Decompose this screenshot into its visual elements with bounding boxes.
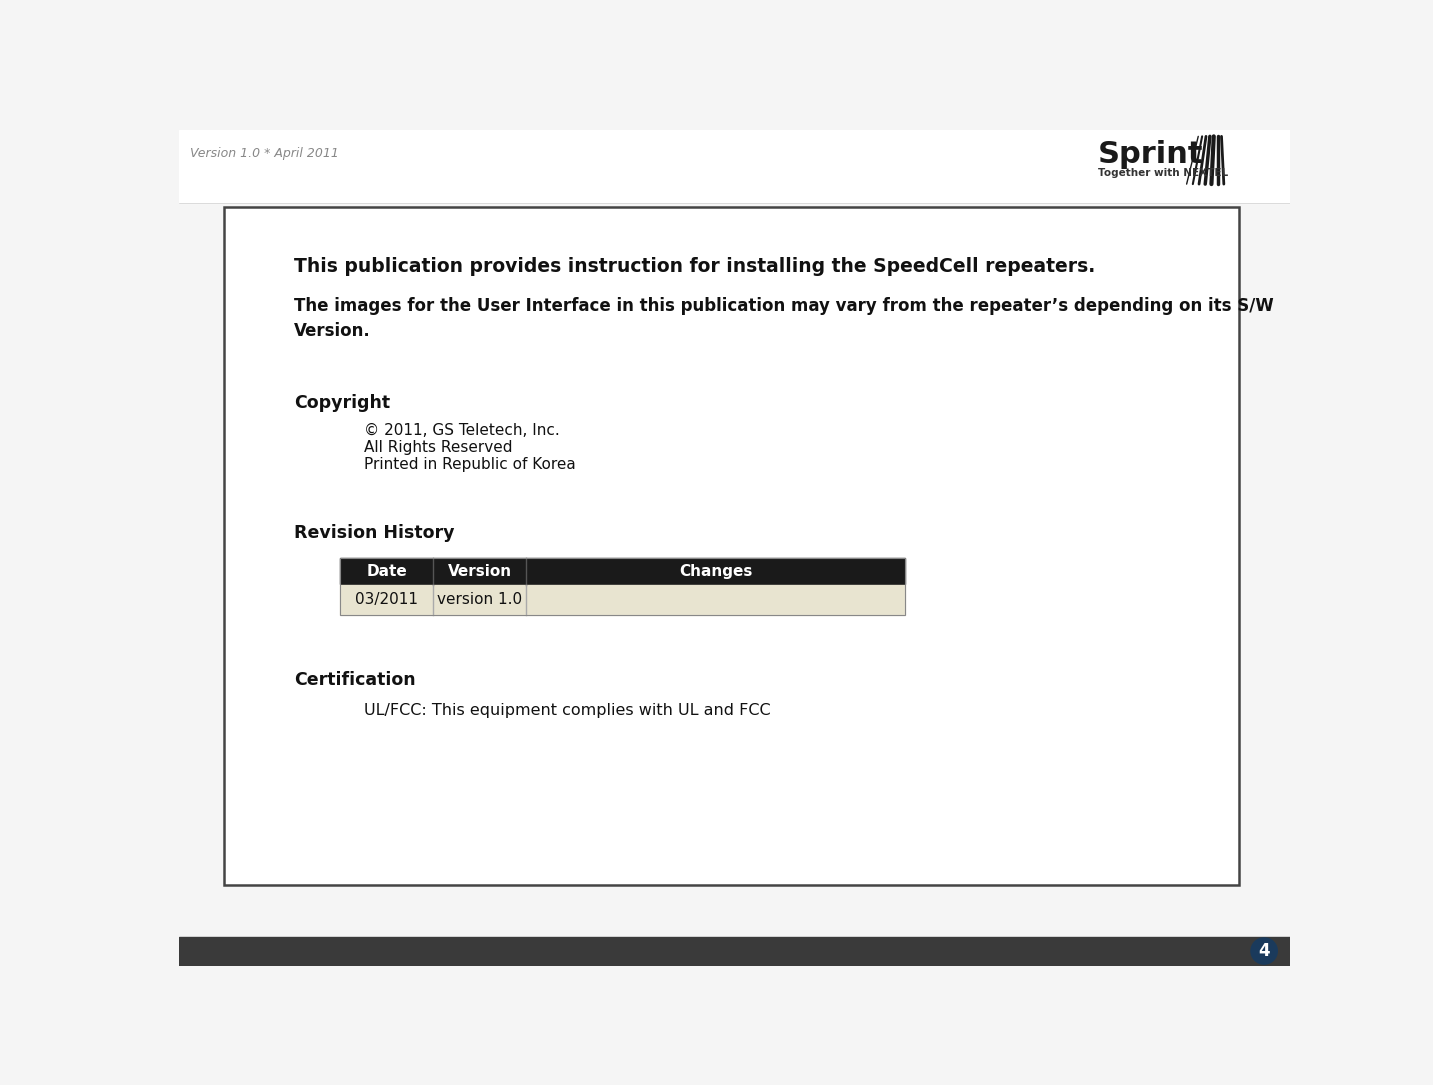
Text: 4: 4 bbox=[1258, 942, 1270, 960]
Text: The images for the User Interface in this publication may vary from the repeater: The images for the User Interface in thi… bbox=[294, 297, 1274, 340]
Bar bbox=[179, 937, 1290, 966]
Text: Together with NEXTEL: Together with NEXTEL bbox=[1098, 168, 1228, 178]
Text: This publication provides instruction for installing the SpeedCell repeaters.: This publication provides instruction fo… bbox=[294, 257, 1095, 277]
Text: © 2011, GS Teletech, Inc.: © 2011, GS Teletech, Inc. bbox=[364, 423, 559, 438]
Text: Sprint: Sprint bbox=[1098, 140, 1202, 169]
Text: Version 1.0 * April 2011: Version 1.0 * April 2011 bbox=[191, 146, 338, 159]
Text: Copyright: Copyright bbox=[294, 394, 390, 411]
Bar bbox=[340, 585, 433, 615]
Bar bbox=[224, 207, 1240, 884]
Text: 03/2011: 03/2011 bbox=[355, 592, 418, 608]
Bar bbox=[433, 559, 526, 585]
Text: Date: Date bbox=[367, 564, 407, 579]
Text: version 1.0: version 1.0 bbox=[437, 592, 523, 608]
Bar bbox=[340, 559, 906, 615]
Bar bbox=[433, 585, 526, 615]
Text: Revision History: Revision History bbox=[294, 524, 454, 541]
Bar bbox=[526, 585, 906, 615]
Text: Changes: Changes bbox=[679, 564, 752, 579]
Bar bbox=[340, 559, 433, 585]
Text: Printed in Republic of Korea: Printed in Republic of Korea bbox=[364, 457, 575, 472]
Text: Version: Version bbox=[447, 564, 512, 579]
Text: UL/FCC: This equipment complies with UL and FCC: UL/FCC: This equipment complies with UL … bbox=[364, 703, 770, 718]
Text: All Rights Reserved: All Rights Reserved bbox=[364, 439, 512, 455]
Bar bbox=[179, 130, 1290, 203]
Bar bbox=[526, 559, 906, 585]
Text: Certification: Certification bbox=[294, 671, 416, 689]
Circle shape bbox=[1251, 937, 1277, 965]
Text: 2011, GS Teletech , Inc.: 2011, GS Teletech , Inc. bbox=[1082, 945, 1240, 958]
